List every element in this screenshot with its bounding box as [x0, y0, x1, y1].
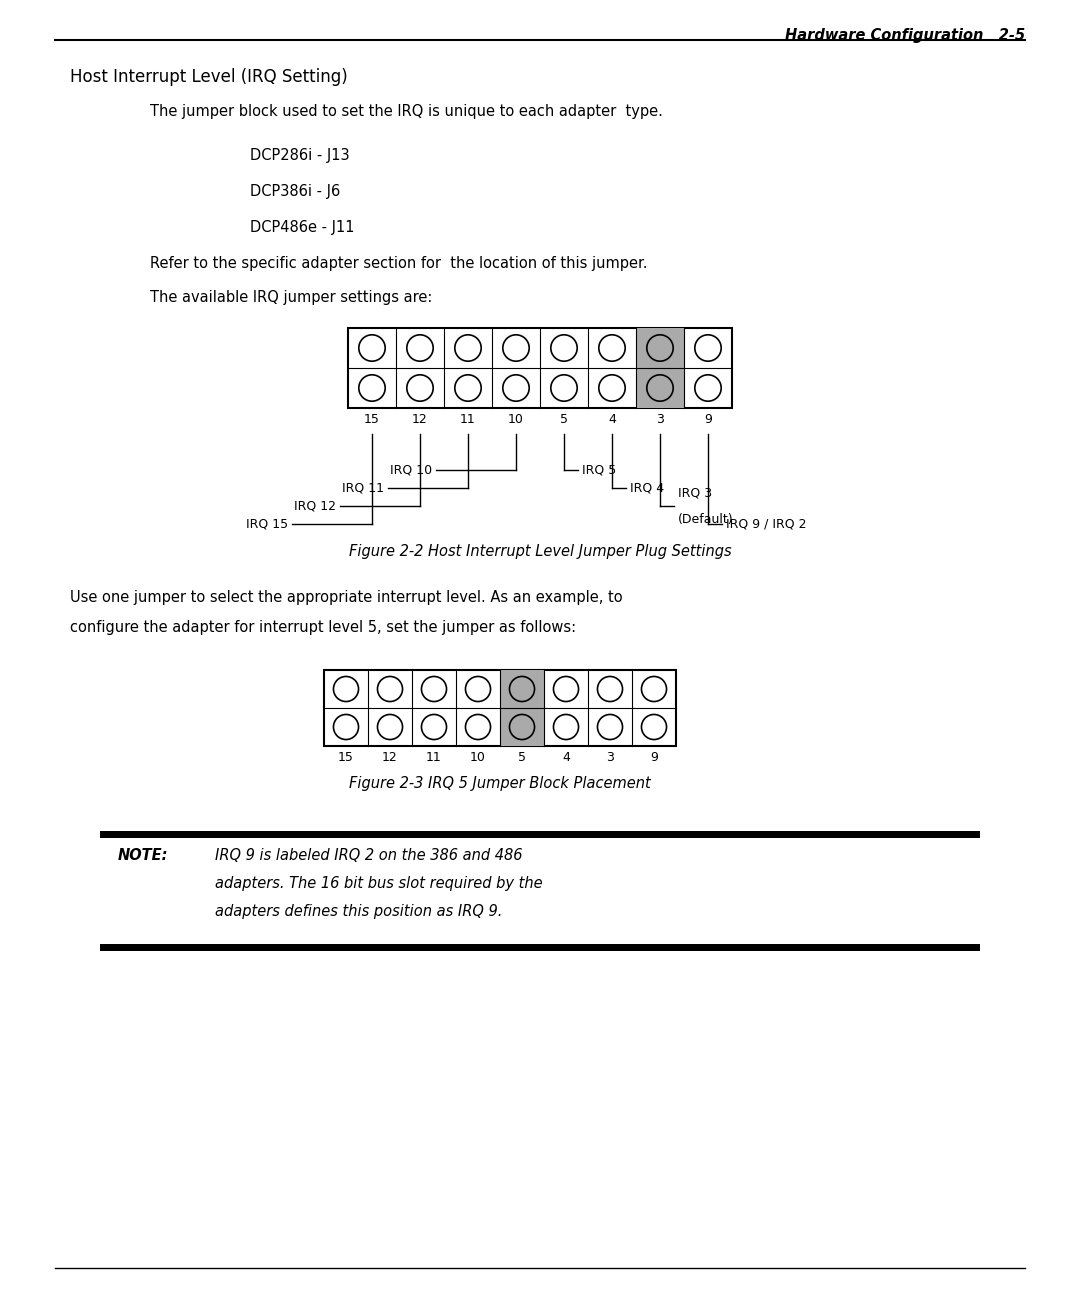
Text: 4: 4: [562, 750, 570, 765]
Text: adapters defines this position as IRQ 9.: adapters defines this position as IRQ 9.: [215, 905, 502, 919]
Text: IRQ 9 is labeled IRQ 2 on the 386 and 486: IRQ 9 is labeled IRQ 2 on the 386 and 48…: [215, 848, 523, 863]
Text: Host Interrupt Level (IRQ Setting): Host Interrupt Level (IRQ Setting): [70, 67, 348, 86]
Text: configure the adapter for interrupt level 5, set the jumper as follows:: configure the adapter for interrupt leve…: [70, 619, 576, 635]
Text: IRQ 5: IRQ 5: [582, 464, 617, 477]
Text: 5: 5: [561, 413, 568, 426]
Text: DCP286i - J13: DCP286i - J13: [249, 148, 350, 163]
Bar: [324, 670, 676, 746]
Bar: [100, 831, 980, 839]
Text: 3: 3: [656, 413, 664, 426]
Text: The available IRQ jumper settings are:: The available IRQ jumper settings are:: [150, 290, 432, 305]
Text: 10: 10: [470, 750, 486, 765]
Text: adapters. The 16 bit bus slot required by the: adapters. The 16 bit bus slot required b…: [215, 876, 542, 892]
Text: NOTE:: NOTE:: [118, 848, 168, 863]
Text: Figure 2-2 Host Interrupt Level Jumper Plug Settings: Figure 2-2 Host Interrupt Level Jumper P…: [349, 544, 731, 559]
Bar: [348, 328, 732, 408]
Text: IRQ 9 / IRQ 2: IRQ 9 / IRQ 2: [726, 517, 807, 530]
Text: 10: 10: [508, 413, 524, 426]
Text: The jumper block used to set the IRQ is unique to each adapter  type.: The jumper block used to set the IRQ is …: [150, 104, 663, 119]
Bar: [100, 943, 980, 951]
Text: IRQ 10: IRQ 10: [390, 464, 432, 477]
Bar: [636, 328, 684, 408]
Text: IRQ 3: IRQ 3: [678, 486, 712, 499]
Text: IRQ 12: IRQ 12: [294, 499, 336, 512]
Text: 15: 15: [364, 413, 380, 426]
Text: 3: 3: [606, 750, 613, 765]
Text: IRQ 4: IRQ 4: [630, 482, 664, 495]
Text: 9: 9: [650, 750, 658, 765]
Text: DCP386i - J6: DCP386i - J6: [249, 184, 340, 200]
Text: Figure 2-3 IRQ 5 Jumper Block Placement: Figure 2-3 IRQ 5 Jumper Block Placement: [349, 776, 651, 791]
Text: Hardware Configuration   2-5: Hardware Configuration 2-5: [785, 29, 1025, 43]
Text: 4: 4: [608, 413, 616, 426]
Text: 9: 9: [704, 413, 712, 426]
Text: 12: 12: [413, 413, 428, 426]
Text: IRQ 15: IRQ 15: [246, 517, 288, 530]
Text: 11: 11: [460, 413, 476, 426]
Text: 5: 5: [518, 750, 526, 765]
Bar: [500, 670, 544, 746]
Text: Refer to the specific adapter section for  the location of this jumper.: Refer to the specific adapter section fo…: [150, 257, 648, 271]
Text: 12: 12: [382, 750, 397, 765]
Text: 15: 15: [338, 750, 354, 765]
Text: Use one jumper to select the appropriate interrupt level. As an example, to: Use one jumper to select the appropriate…: [70, 590, 623, 605]
Text: DCP486e - J11: DCP486e - J11: [249, 220, 354, 235]
Text: 11: 11: [427, 750, 442, 765]
Text: (Default): (Default): [678, 513, 733, 526]
Text: IRQ 11: IRQ 11: [342, 482, 384, 495]
